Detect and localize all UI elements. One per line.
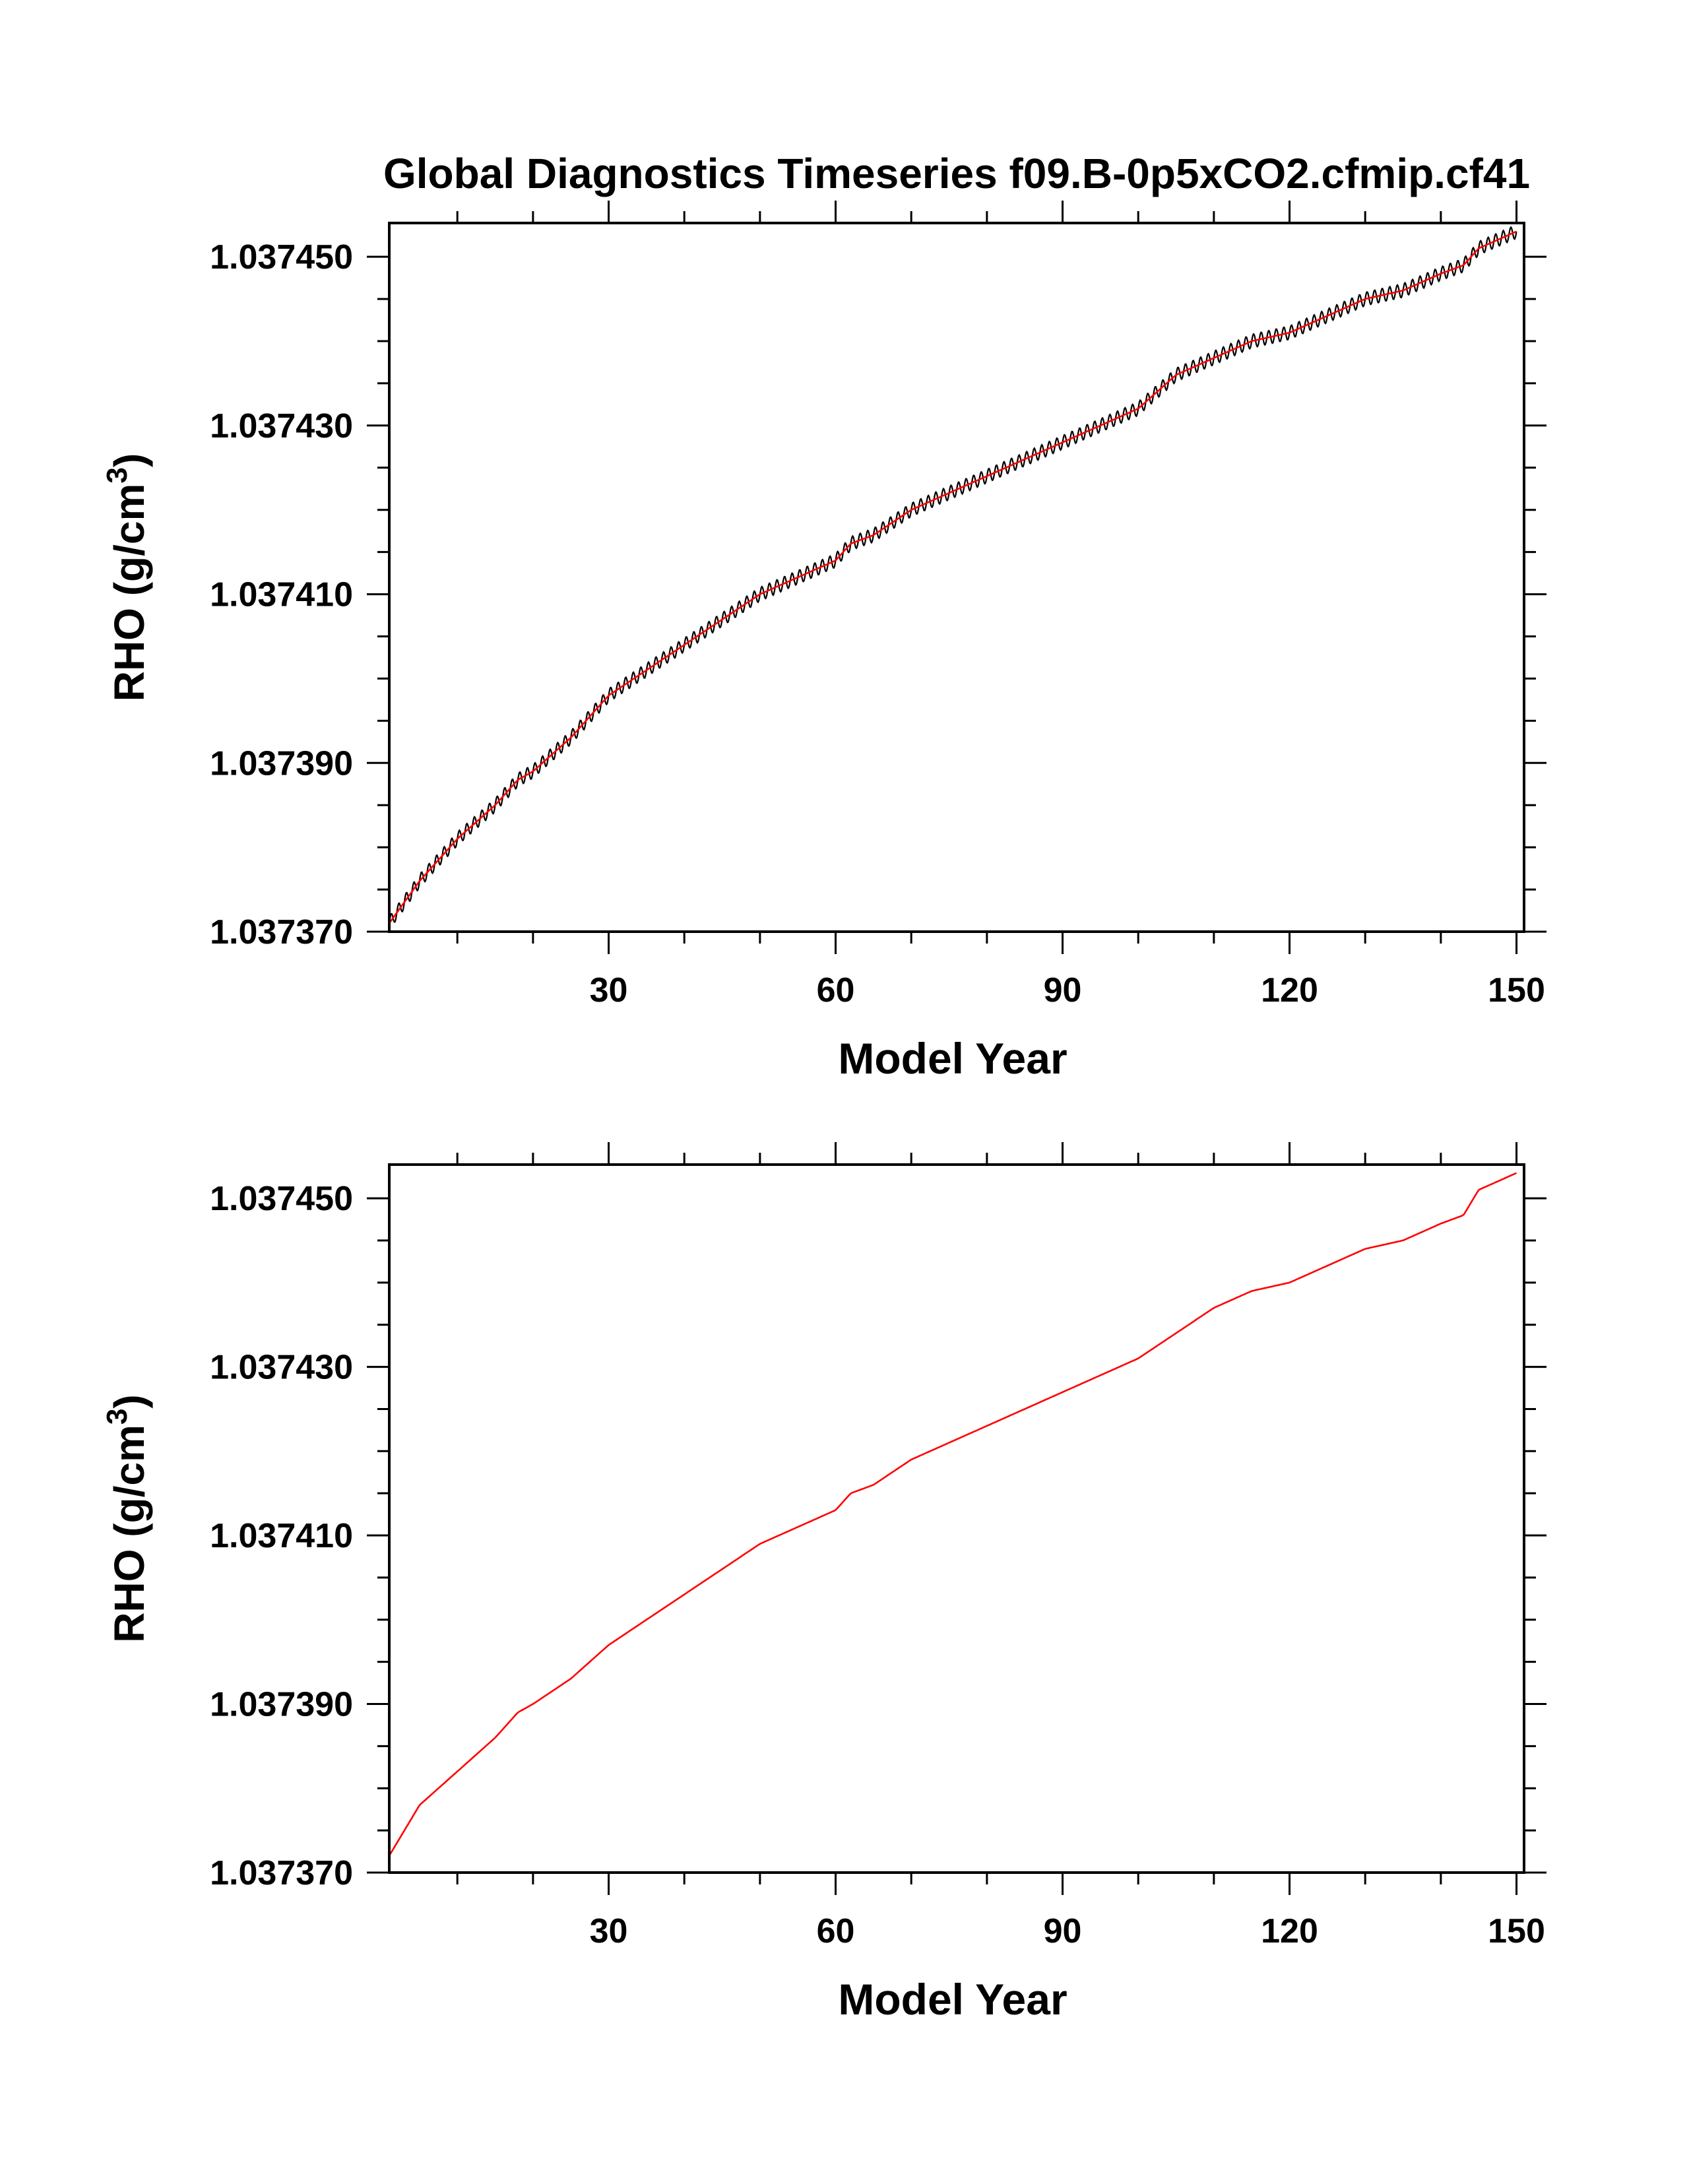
bottom-panel-y-axis-label-suffix: ) <box>106 1394 153 1408</box>
x-tick-label: 90 <box>1044 1912 1082 1950</box>
top-panel-y-axis-label-suffix: ) <box>106 453 153 467</box>
x-tick-label: 120 <box>1261 1912 1318 1950</box>
bottom-panel-y-axis-label-main: RHO (g/cm <box>106 1425 153 1643</box>
top-panel-x-axis-label: Model Year <box>838 1034 1067 1083</box>
top-panel-y-axis-label: RHO (g/cm3) <box>101 453 153 701</box>
x-tick-label: 120 <box>1261 971 1318 1010</box>
y-tick-label: 1.037370 <box>210 913 353 951</box>
x-tick-label: 60 <box>817 1912 855 1950</box>
top-panel: 1.037370 1.037390 1.037410 1.037430 1.037450… <box>101 201 1546 1083</box>
top-panel-marks <box>388 226 1517 924</box>
y-tick-label: 1.037410 <box>210 1517 353 1555</box>
y-tick-label: 1.037450 <box>210 238 353 276</box>
bottom-panel-xtick-labels: 30 60 90 120 150 <box>590 1912 1545 1950</box>
y-tick-label: 1.037390 <box>210 744 353 783</box>
y-tick-label: 1.037390 <box>210 1686 353 1724</box>
x-tick-label: 30 <box>590 1912 628 1950</box>
top-panel-frame <box>388 222 1525 933</box>
y-tick-label: 1.037410 <box>210 576 353 614</box>
x-tick-label: 150 <box>1488 1912 1545 1950</box>
bottom-panel-y-axis-label: RHO (g/cm3) <box>101 1394 153 1642</box>
bottom-panel-marks <box>388 1172 1517 1857</box>
x-tick-label: 30 <box>590 971 628 1010</box>
top-panel-xtick-labels: 30 60 90 120 150 <box>590 971 1545 1010</box>
smoothed-series-line <box>388 230 1517 924</box>
smoothed-series-line <box>388 1172 1517 1857</box>
x-tick-label: 90 <box>1044 971 1082 1010</box>
top-panel-y-axis-label-main: RHO (g/cm <box>106 484 153 702</box>
x-tick-label: 150 <box>1488 971 1545 1010</box>
bottom-panel-ticks <box>367 1142 1546 1895</box>
bottom-panel: 1.037370 1.037390 1.037410 1.037430 1.037450… <box>101 1142 1546 2024</box>
raw-monthly-series-line <box>388 226 1517 924</box>
top-panel-y-axis-label-superscript: 3 <box>101 467 133 483</box>
figure-title: Global Diagnostics Timeseries f09.B-0p5x… <box>383 150 1530 197</box>
y-tick-label: 1.037370 <box>210 1854 353 1892</box>
y-tick-label: 1.037450 <box>210 1180 353 1218</box>
y-tick-label: 1.037430 <box>210 407 353 445</box>
bottom-panel-ytick-labels: 1.037370 1.037390 1.037410 1.037430 1.037450 <box>210 1180 353 1892</box>
top-panel-ticks <box>367 201 1546 954</box>
bottom-panel-y-axis-label-superscript: 3 <box>101 1409 133 1425</box>
bottom-panel-x-axis-label: Model Year <box>838 1975 1067 2024</box>
x-tick-label: 60 <box>817 971 855 1010</box>
bottom-panel-frame <box>388 1163 1525 1874</box>
top-panel-ytick-labels: 1.037370 1.037390 1.037410 1.037430 1.037450 <box>210 238 353 951</box>
y-tick-label: 1.037430 <box>210 1349 353 1387</box>
